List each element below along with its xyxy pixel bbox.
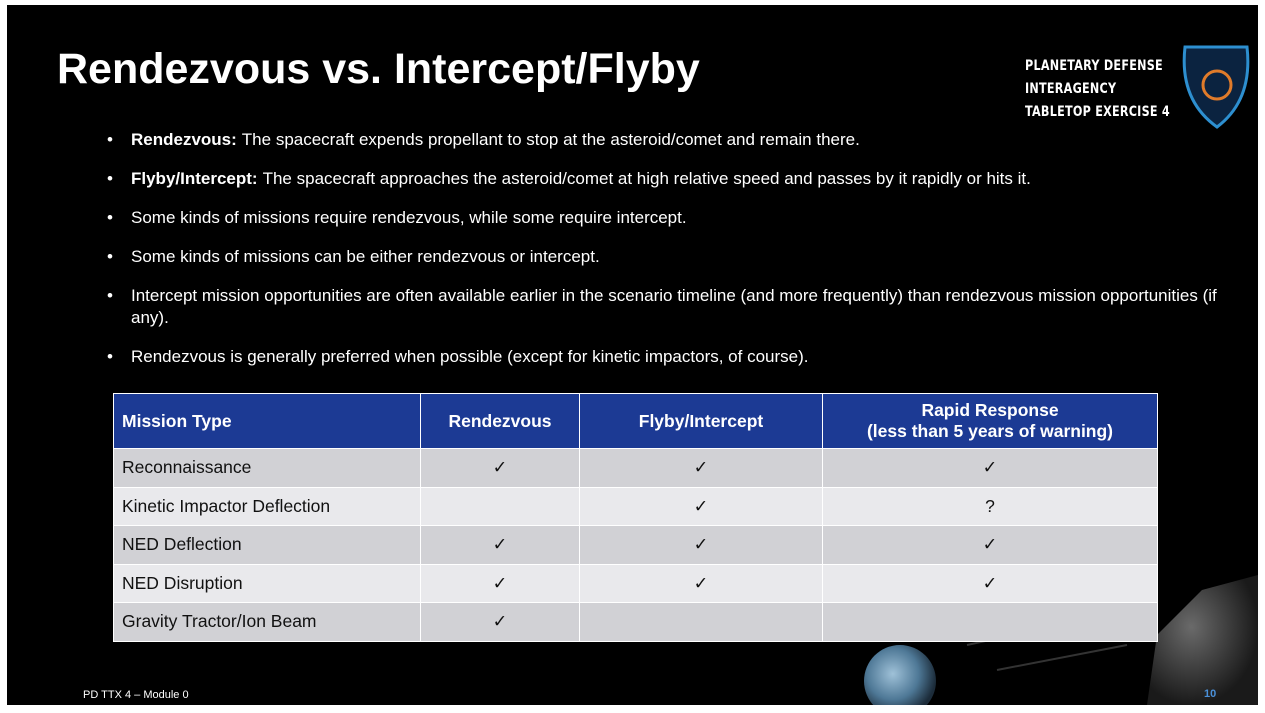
logo-line: INTERAGENCY	[1025, 81, 1117, 97]
column-header: Rapid Response (less than 5 years of warn…	[822, 393, 1158, 449]
table-cell: ✓	[420, 602, 580, 642]
streak	[996, 644, 1128, 671]
bullet: Some kinds of missions require rendezvou…	[107, 207, 1241, 229]
bullet-text: Rendezvous is generally preferred when p…	[131, 347, 809, 366]
column-header: Rendezvous	[420, 393, 580, 449]
table-row: Reconnaissance ✓ ✓ ✓	[113, 448, 1158, 488]
table-cell: ✓	[420, 525, 580, 565]
bullet-text: Some kinds of missions require rendezvou…	[131, 208, 687, 227]
bullet-text: Some kinds of missions can be either ren…	[131, 247, 600, 266]
bullet: Intercept mission opportunities are ofte…	[107, 285, 1241, 329]
asteroid	[1147, 575, 1258, 705]
header-line: Rapid Response	[921, 400, 1059, 420]
table-cell: ✓	[822, 563, 1158, 603]
bullet-text: The spacecraft expends propellant to sto…	[241, 130, 860, 149]
table-cell: Reconnaissance	[113, 448, 421, 488]
column-header: Mission Type	[113, 393, 421, 449]
table-cell: ✓	[420, 448, 580, 488]
table-row: NED Deflection ✓ ✓ ✓	[113, 525, 1158, 565]
slide: Rendezvous vs. Intercept/Flyby PLANETARY…	[7, 5, 1258, 705]
header-line: Flyby/Intercept	[638, 410, 764, 431]
bullet: Rendezvous:The spacecraft expends propel…	[107, 129, 1241, 151]
bullet: Rendezvous is generally preferred when p…	[107, 346, 1241, 368]
logo-emblem	[1201, 69, 1233, 101]
table-cell: ✓	[822, 448, 1158, 488]
table-cell	[420, 486, 580, 526]
header-line: (less than 5 years of warning)	[866, 421, 1114, 441]
table-cell: ✓	[579, 448, 823, 488]
header-line: Rendezvous	[448, 410, 552, 431]
header-row: Mission Type Rendezvous Flyby/Intercept Rap…	[113, 393, 1158, 449]
table-cell: NED Disruption	[113, 563, 421, 603]
table-cell: ✓	[579, 563, 823, 603]
bullet-text: Intercept mission opportunities are ofte…	[131, 286, 1217, 327]
table-cell: ✓	[579, 525, 823, 565]
table-row: Gravity Tractor/Ion Beam ✓	[113, 602, 1158, 642]
bullet: Some kinds of missions can be either ren…	[107, 246, 1241, 268]
decoration	[864, 45, 1258, 705]
bullet: Flyby/Intercept:The spacecraft approache…	[107, 168, 1241, 190]
page-number: 10	[1204, 688, 1217, 700]
bullet-lead: Flyby/Intercept:	[131, 169, 258, 188]
logo-line: PLANETARY DEFENSE	[1025, 58, 1163, 74]
table-cell: ✓	[579, 486, 823, 526]
logo-text: PLANETARY DEFENSE INTERAGENCY TABLETOP E…	[1025, 55, 1170, 124]
table-cell	[822, 602, 1158, 642]
logo-line: TABLETOP EXERCISE 4	[1025, 104, 1170, 120]
column-header: Flyby/Intercept	[579, 393, 823, 449]
mission-table: Mission Type Rendezvous Flyby/Intercept Rap…	[113, 393, 1158, 642]
bullet-text: The spacecraft approaches the asteroid/c…	[262, 169, 1031, 188]
bullet-lead: Rendezvous:	[131, 130, 237, 149]
table-row: NED Disruption ✓ ✓ ✓	[113, 563, 1158, 603]
earth	[864, 645, 936, 705]
title: Rendezvous vs. Intercept/Flyby	[57, 45, 700, 93]
table-cell: Kinetic Impactor Deflection	[113, 486, 421, 526]
table-cell: ✓	[420, 563, 580, 603]
table-cell: Gravity Tractor/Ion Beam	[113, 602, 421, 642]
table-row: Kinetic Impactor Deflection ✓?	[113, 486, 1158, 526]
table-cell	[579, 602, 823, 642]
logo-emblem	[1182, 45, 1250, 129]
table-cell: NED Deflection	[113, 525, 421, 565]
header-line: Mission Type	[122, 410, 232, 431]
footer: PD TTX 4 – Module 0	[83, 689, 189, 701]
table-cell: ✓	[822, 525, 1158, 565]
bullet-list: Rendezvous:The spacecraft expends propel…	[107, 129, 1241, 385]
table-cell: ?	[822, 486, 1158, 526]
